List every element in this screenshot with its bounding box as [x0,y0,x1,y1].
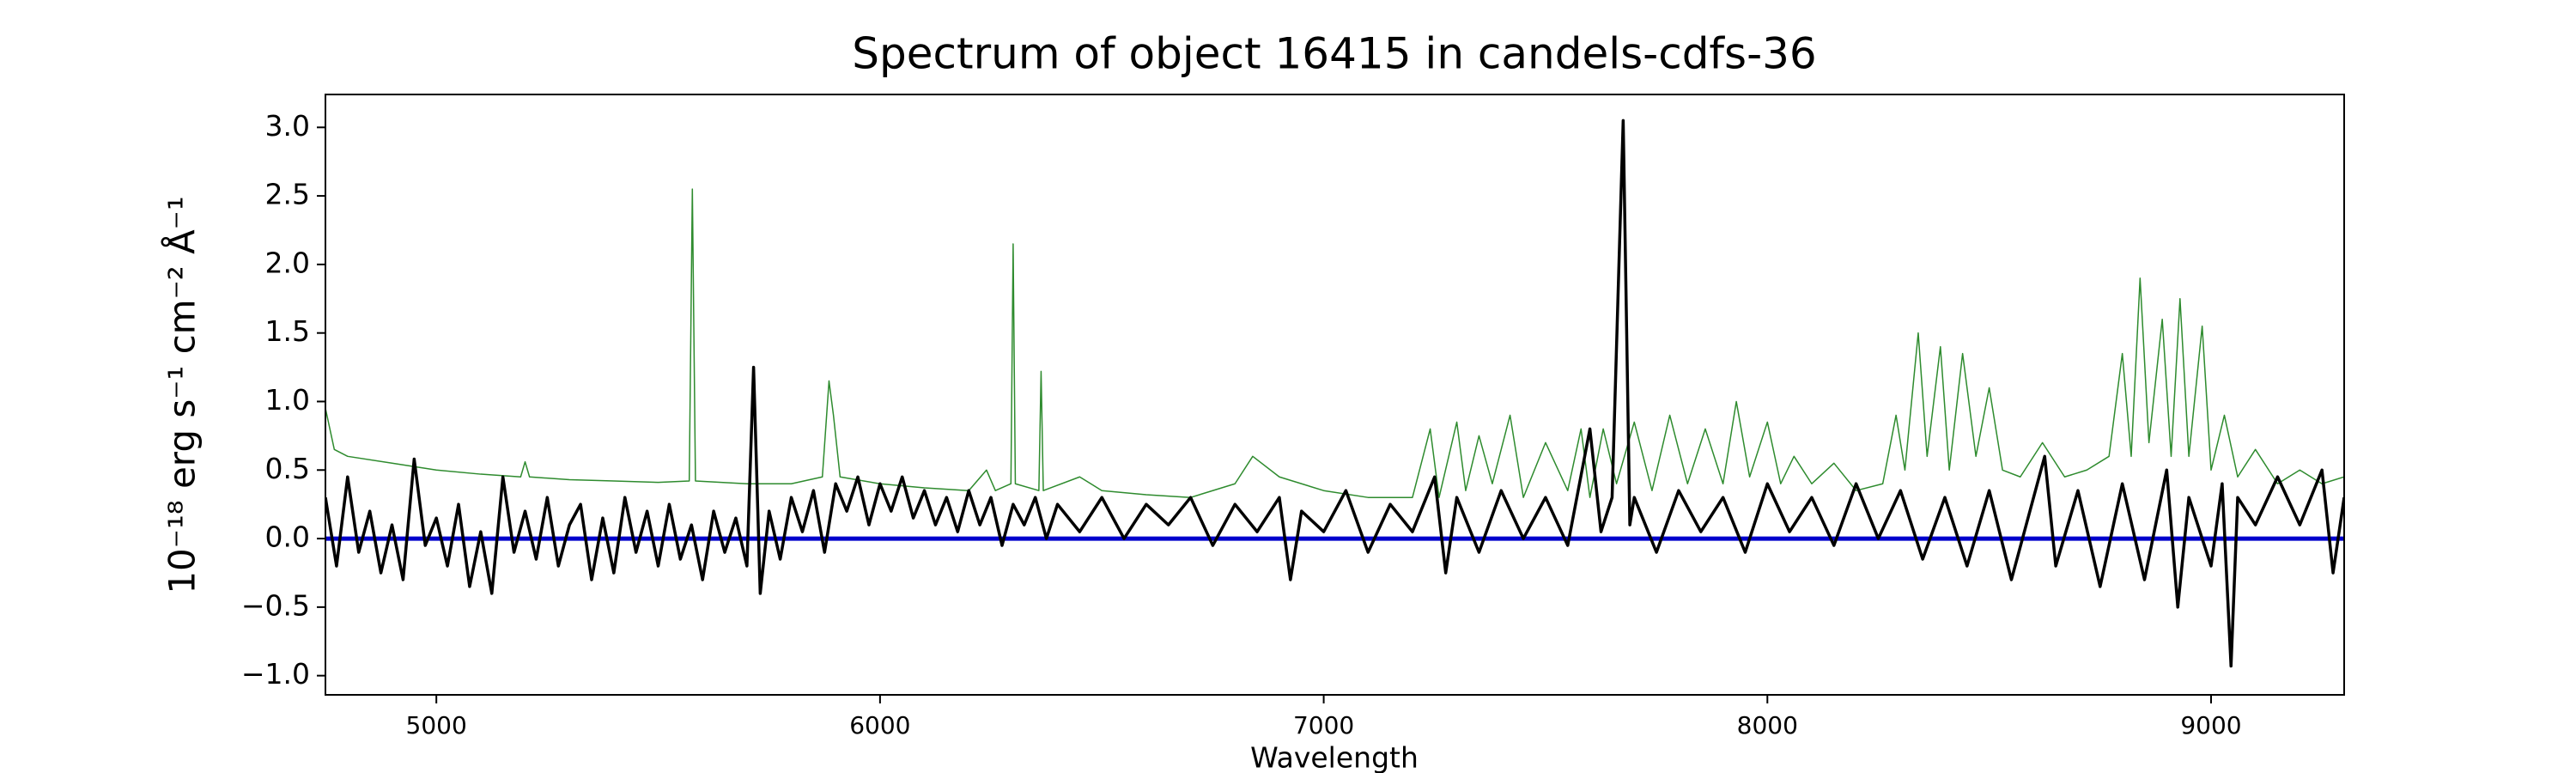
y-tick-label: 1.5 [265,314,310,348]
y-tick-label: 0.5 [265,452,310,485]
plot-frame [325,94,2345,696]
y-axis-label: 10⁻¹⁸ erg s⁻¹ cm⁻² Å⁻¹ [161,196,204,593]
x-tick-label: 8000 [1737,711,1798,740]
x-axis-label: Wavelength [1250,741,1419,773]
y-tick-label: 3.0 [265,109,310,143]
x-tick-label: 6000 [849,711,910,740]
x-tick-label: 5000 [406,711,467,740]
x-tick-label: 7000 [1293,711,1354,740]
x-tick-label: 9000 [2180,711,2241,740]
spectrum-line [325,188,2344,498]
y-tick-label: −1.0 [241,657,310,691]
y-tick-label: −0.5 [241,588,310,622]
spectrum-line [325,119,2344,668]
y-tick-label: 2.5 [265,178,310,211]
y-tick-label: 0.0 [265,520,310,554]
y-tick-label: 1.0 [265,383,310,417]
chart-title: Spectrum of object 16415 in candels-cdfs… [852,29,1817,79]
y-tick-label: 2.0 [265,246,310,279]
